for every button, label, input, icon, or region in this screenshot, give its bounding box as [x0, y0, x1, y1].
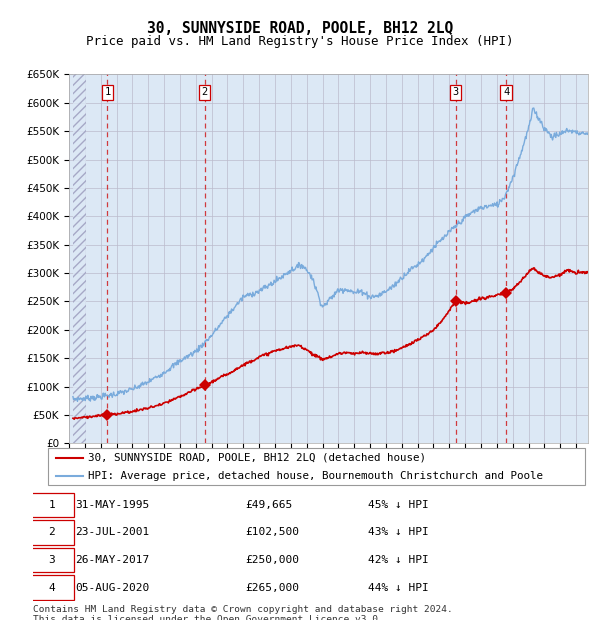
Text: 2: 2 — [49, 528, 55, 538]
Text: Price paid vs. HM Land Registry's House Price Index (HPI): Price paid vs. HM Land Registry's House … — [86, 35, 514, 48]
Text: £265,000: £265,000 — [245, 583, 299, 593]
Text: 2: 2 — [202, 87, 208, 97]
Bar — [73, 74, 86, 443]
Text: 44% ↓ HPI: 44% ↓ HPI — [368, 583, 428, 593]
FancyBboxPatch shape — [30, 548, 74, 572]
Text: 30, SUNNYSIDE ROAD, POOLE, BH12 2LQ: 30, SUNNYSIDE ROAD, POOLE, BH12 2LQ — [147, 21, 453, 36]
Text: 30, SUNNYSIDE ROAD, POOLE, BH12 2LQ (detached house): 30, SUNNYSIDE ROAD, POOLE, BH12 2LQ (det… — [88, 453, 426, 463]
Text: £250,000: £250,000 — [245, 555, 299, 565]
Text: Contains HM Land Registry data © Crown copyright and database right 2024.
This d: Contains HM Land Registry data © Crown c… — [33, 604, 453, 620]
Text: £49,665: £49,665 — [245, 500, 292, 510]
Text: 1: 1 — [49, 500, 55, 510]
Text: 42% ↓ HPI: 42% ↓ HPI — [368, 555, 428, 565]
Text: 3: 3 — [452, 87, 459, 97]
Text: 43% ↓ HPI: 43% ↓ HPI — [368, 528, 428, 538]
Text: 4: 4 — [49, 583, 55, 593]
Text: 45% ↓ HPI: 45% ↓ HPI — [368, 500, 428, 510]
Text: 23-JUL-2001: 23-JUL-2001 — [75, 528, 149, 538]
Text: 3: 3 — [49, 555, 55, 565]
FancyBboxPatch shape — [30, 520, 74, 544]
FancyBboxPatch shape — [30, 575, 74, 600]
Text: 4: 4 — [503, 87, 509, 97]
Text: 1: 1 — [104, 87, 110, 97]
Text: 31-MAY-1995: 31-MAY-1995 — [75, 500, 149, 510]
Text: HPI: Average price, detached house, Bournemouth Christchurch and Poole: HPI: Average price, detached house, Bour… — [88, 471, 543, 480]
FancyBboxPatch shape — [30, 493, 74, 517]
Text: 05-AUG-2020: 05-AUG-2020 — [75, 583, 149, 593]
Text: £102,500: £102,500 — [245, 528, 299, 538]
Text: 26-MAY-2017: 26-MAY-2017 — [75, 555, 149, 565]
